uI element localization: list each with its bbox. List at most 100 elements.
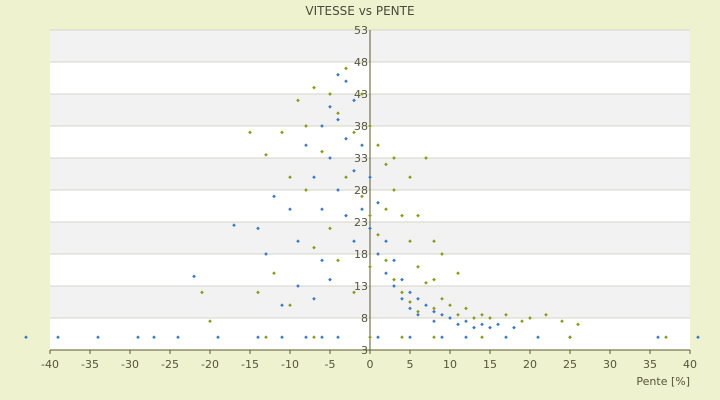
data-point — [544, 312, 548, 317]
data-point — [376, 232, 380, 237]
x-tick-label: 20 — [523, 358, 537, 371]
data-point — [408, 300, 412, 304]
data-point — [664, 335, 668, 340]
data-point — [376, 252, 380, 256]
x-tick-label: -40 — [41, 358, 59, 371]
data-point — [208, 319, 212, 324]
data-point — [568, 335, 572, 340]
data-point — [280, 303, 284, 308]
data-point — [320, 258, 324, 263]
y-tick-label: 8 — [361, 312, 368, 325]
x-tick-label: -20 — [201, 358, 219, 371]
data-point — [368, 264, 372, 269]
x-tick-labels: -40 -35 -30 -25 -20 -15 -10 -5 0 5 10 15 20 25 30 35 40 — [41, 350, 697, 371]
data-point — [512, 325, 516, 330]
y-tick-label: 48 — [354, 56, 368, 69]
data-point — [352, 130, 356, 135]
data-point — [464, 306, 468, 311]
data-point — [312, 245, 316, 250]
data-point — [192, 274, 196, 279]
data-point — [352, 168, 356, 173]
data-point — [264, 152, 268, 157]
data-point — [360, 92, 364, 96]
data-point — [368, 335, 372, 340]
data-point — [56, 335, 60, 340]
data-point — [280, 130, 284, 135]
data-point — [504, 335, 508, 340]
data-point — [352, 98, 356, 103]
data-point — [384, 271, 388, 276]
data-point — [560, 319, 564, 324]
data-point — [344, 66, 348, 71]
data-point — [368, 226, 372, 231]
x-tick-label: 40 — [683, 358, 697, 371]
data-point — [400, 335, 404, 340]
data-point — [424, 156, 428, 160]
chart-title: VITESSE vs PENTE — [305, 4, 414, 18]
data-point — [440, 335, 444, 340]
x-tick-label: -10 — [281, 358, 299, 371]
data-point — [328, 156, 332, 160]
x-tick-label: 35 — [643, 358, 657, 371]
data-point — [376, 335, 380, 340]
data-point — [408, 335, 412, 340]
data-point — [432, 239, 436, 244]
data-point — [416, 213, 420, 218]
data-point — [256, 335, 260, 340]
data-point — [136, 335, 140, 340]
data-point — [480, 312, 484, 317]
data-point — [432, 306, 436, 311]
x-tick-label: 30 — [603, 358, 617, 371]
data-point — [360, 143, 364, 148]
data-point — [432, 309, 436, 314]
y-tick-label: 3 — [361, 344, 368, 357]
x-tick-label: 25 — [563, 358, 577, 371]
data-point — [384, 239, 388, 244]
data-point — [456, 322, 460, 327]
data-point — [400, 290, 404, 295]
data-point — [256, 290, 260, 295]
data-point — [400, 213, 404, 218]
data-point — [320, 124, 324, 128]
y-tick-label: 43 — [354, 88, 368, 101]
data-point — [504, 312, 508, 317]
data-point — [368, 213, 372, 218]
data-point — [384, 162, 388, 167]
y-tick-label: 38 — [354, 120, 368, 133]
data-point — [304, 335, 308, 340]
data-point — [272, 194, 276, 199]
data-point — [448, 303, 452, 308]
data-point — [432, 335, 436, 340]
y-tick-label: 33 — [354, 152, 368, 165]
data-point — [488, 325, 492, 330]
series-points-olive — [200, 66, 668, 340]
data-point — [392, 284, 396, 288]
data-point — [408, 306, 412, 311]
data-point — [408, 239, 412, 244]
data-point — [336, 335, 340, 340]
data-point — [408, 175, 412, 180]
data-point — [440, 296, 444, 301]
data-point — [312, 296, 316, 301]
data-point — [288, 303, 292, 308]
x-tick-label: -15 — [241, 358, 259, 371]
x-axis-label: Pente [%] — [636, 375, 690, 388]
data-point — [264, 252, 268, 256]
data-point — [280, 335, 284, 340]
data-point — [320, 149, 324, 154]
y-tick-label: 18 — [354, 248, 368, 261]
data-point — [96, 335, 100, 340]
data-point — [368, 175, 372, 180]
data-point — [176, 335, 180, 340]
data-point — [360, 207, 364, 212]
y-tick-label: 23 — [354, 216, 368, 229]
x-tick-label: 5 — [407, 358, 414, 371]
series-points-blue — [24, 72, 700, 340]
data-point — [288, 207, 292, 212]
data-point — [392, 156, 396, 160]
data-point — [376, 200, 380, 205]
data-point — [288, 175, 292, 180]
x-tick-label: 10 — [443, 358, 457, 371]
data-point — [472, 325, 476, 330]
